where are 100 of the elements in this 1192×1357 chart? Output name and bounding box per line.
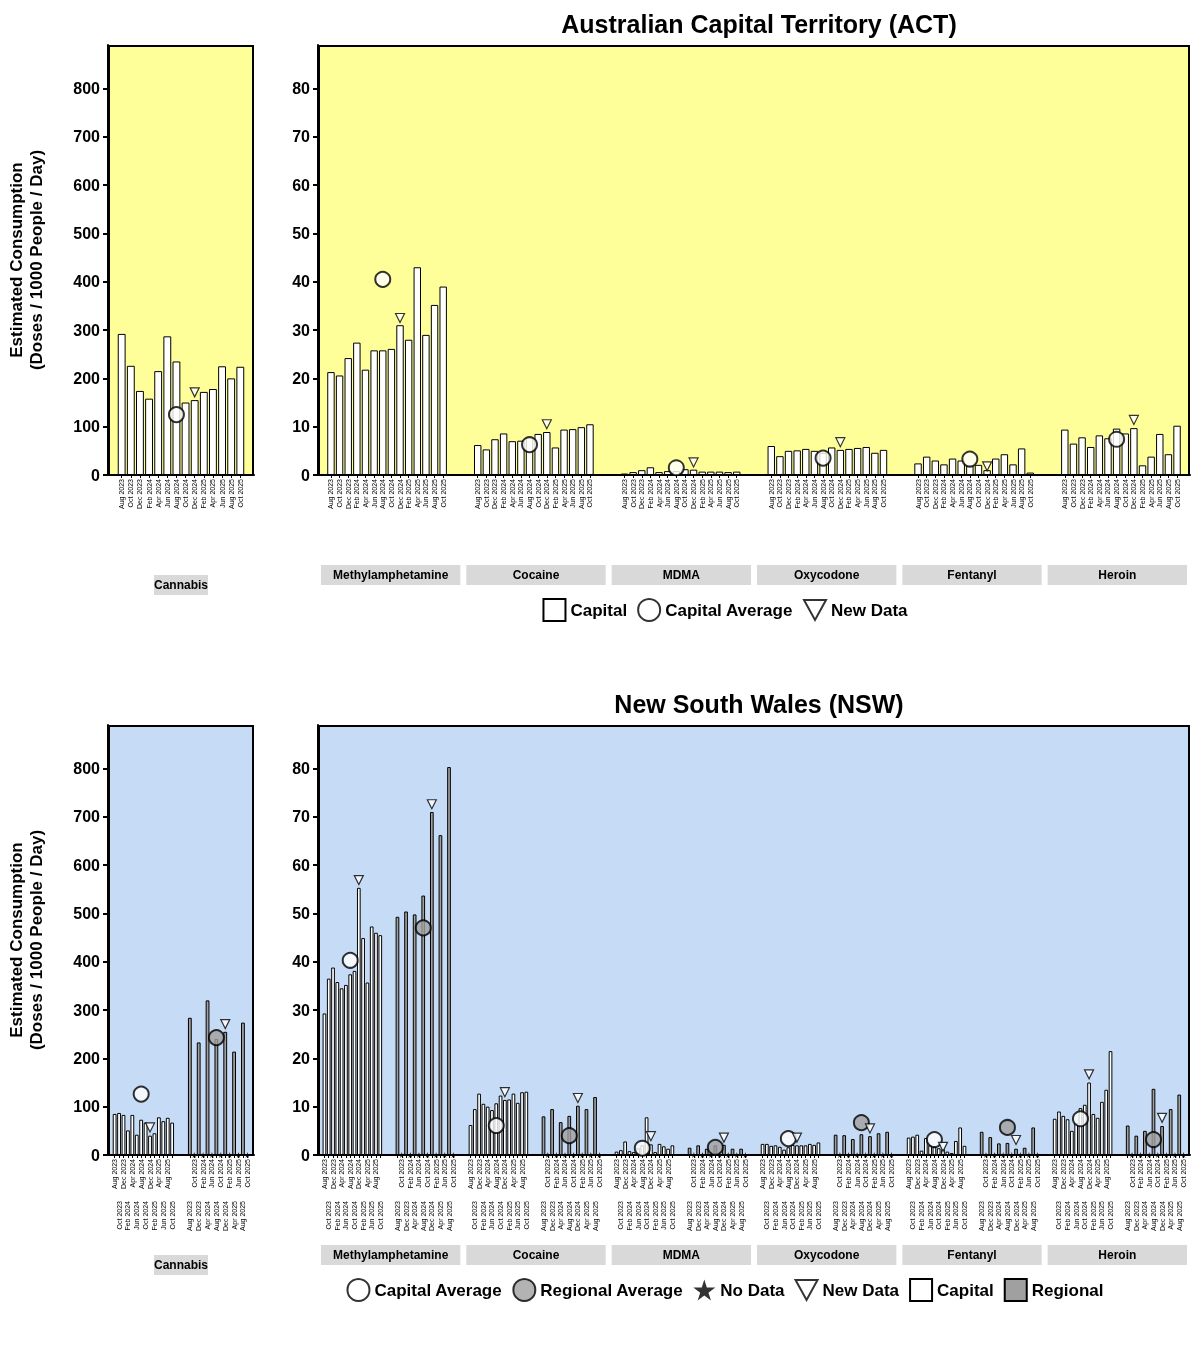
point [937,1141,949,1152]
y-tick-label: 80 [292,759,311,777]
y-tick-label: 60 [292,176,311,194]
y-tick-label: 100 [73,418,101,436]
point [1071,1110,1089,1128]
point [144,1122,156,1133]
point [835,437,846,448]
y-tick-label: 40 [292,273,311,291]
y-tick-label: 800 [73,759,101,777]
text: MDMA [662,1248,701,1262]
y-tick-label: 20 [292,1049,311,1067]
text: Cocaine [512,1248,560,1262]
text: Methylamphetamine [332,568,449,582]
legend-label: Capital Average [374,1280,502,1300]
point [982,461,993,472]
y-tick-label: 200 [73,1049,101,1067]
y-tick-label: 60 [292,856,311,874]
point [1010,1134,1022,1146]
y-tick-label: 300 [73,321,101,339]
y-tick-label: 600 [73,176,101,194]
legend-label: New Data [822,1280,900,1300]
legend-label: No Data [720,1280,786,1300]
point [394,312,406,324]
y-tick-label: 70 [292,808,311,826]
point [718,1132,730,1143]
point [998,1118,1016,1136]
point [487,1117,505,1135]
point [852,1114,870,1132]
y-axis-title: Estimated Consumption (Doses / 1000 People / Day) [6,829,46,1051]
point [645,1131,657,1142]
point [814,449,832,467]
legend-label: New Data [831,600,909,620]
point [207,1029,225,1047]
point [426,799,437,810]
point [667,459,685,477]
y-tick-label: 0 [301,1146,311,1164]
y-tick-label: 300 [73,1001,101,1019]
point [791,1132,803,1143]
point [220,1018,231,1030]
legend-label: Capital [570,600,628,620]
text: Oxycodone [793,1248,860,1262]
y-tick-label: 700 [73,808,101,826]
point [1108,430,1126,448]
chart-title: Australian Capital Territory (ACT) [561,9,957,38]
y-tick-label: 600 [73,856,101,874]
text: Fentanyl [947,568,997,582]
text: Cocaine [512,568,560,582]
point [521,436,539,454]
y-tick-label: 30 [292,1001,311,1019]
y-tick-label: 500 [73,904,101,922]
y-tick-label: 50 [292,224,311,242]
y-tick-label: 40 [292,953,311,971]
y-tick-label: 400 [73,953,101,971]
point [374,270,392,288]
y-tick-label: 500 [73,224,101,242]
legend-label: Regional Average [540,1280,683,1300]
point [499,1087,510,1098]
point [560,1127,578,1145]
y-tick-label: 30 [292,321,311,339]
point [961,450,979,468]
y-tick-label: 200 [73,369,101,387]
point [864,1123,876,1134]
point [353,874,364,886]
point [414,919,432,937]
y-tick-label: 800 [73,79,101,97]
text: Methylamphetamine [332,1248,449,1262]
y-tick-label: 0 [91,466,101,484]
point [132,1085,150,1103]
y-tick-label: 400 [73,273,101,291]
legend-label: Capital [937,1280,994,1300]
point [1128,414,1139,426]
y-tick-label: 80 [292,79,311,97]
point [1145,1131,1162,1149]
text: Heroin [1098,1248,1137,1262]
y-tick-label: 10 [292,418,311,436]
y-tick-label: 100 [73,1098,101,1116]
point [706,1138,724,1156]
chart-title: New South Wales (NSW) [614,689,904,718]
point [688,457,699,468]
point [1083,1069,1095,1080]
legend-label: Regional [1031,1280,1104,1300]
point [341,951,359,969]
text: Fentanyl [947,1248,997,1262]
point [1156,1112,1168,1123]
x-axis-title: Cannabis [153,1258,209,1272]
y-tick-label: 0 [91,1146,101,1164]
point [925,1131,943,1149]
y-tick-label: 0 [301,466,311,484]
legend-label: Capital Average [665,600,793,620]
y-tick-label: 20 [292,369,311,387]
y-axis-title: Estimated Consumption (Doses / 1000 People / Day) [6,149,46,371]
y-tick-label: 10 [292,1098,311,1116]
x-axis-title: Cannabis [153,578,209,592]
text: MDMA [662,568,701,582]
point [572,1092,583,1104]
y-tick-label: 50 [292,904,311,922]
y-tick-label: 70 [292,128,311,146]
y-tick-label: 700 [73,128,101,146]
point [633,1139,651,1157]
text: Heroin [1098,568,1137,582]
